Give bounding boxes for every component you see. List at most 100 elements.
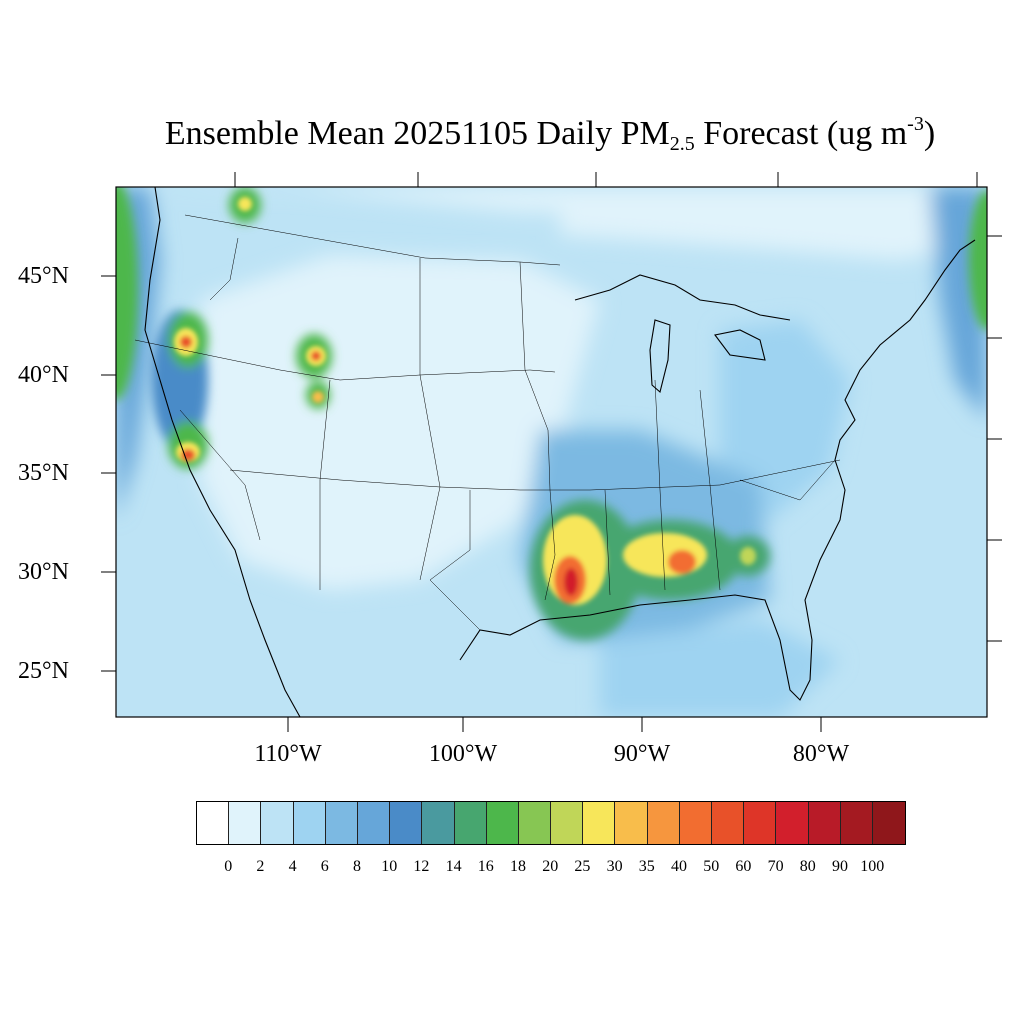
title-middle: Forecast (ug m [694, 115, 908, 152]
border-wa-id [209, 237, 239, 301]
colorbar-swatch [647, 802, 680, 844]
border-ms [604, 489, 611, 596]
lat-label-30n: 30°N [18, 559, 69, 585]
title-prefix: Ensemble Mean 20251105 Daily PM [164, 115, 670, 152]
zone-atlantic-ne [969, 190, 987, 330]
background-regions [116, 187, 987, 717]
border-az-nm [319, 379, 331, 590]
lake-michigan [649, 319, 671, 394]
pm25-field [116, 187, 987, 717]
colorbar-swatch [293, 802, 326, 844]
hotspot-alabama-orange [668, 550, 696, 574]
colorbar-swatch [261, 802, 294, 844]
colorbar-swatch [390, 802, 423, 844]
hotspot-utah-south [312, 391, 324, 403]
colorbar-tick-label: 18 [510, 858, 526, 875]
colorbar-tick-label: 14 [445, 858, 462, 875]
hotspot-sierra-red [181, 449, 195, 461]
region-plains-clean [200, 255, 600, 590]
colorbar-tick-label: 16 [477, 858, 494, 875]
border-texas [429, 490, 481, 631]
colorbar-swatch [229, 802, 262, 844]
tick-marks [101, 172, 1002, 732]
border-ga [699, 389, 721, 591]
colorbar-tick-label: 50 [703, 858, 720, 875]
colorbar-tick-label: 35 [638, 858, 655, 875]
lon-label-90w: 90°W [613, 741, 671, 767]
great-lakes-outline [574, 274, 791, 321]
colorbar-swatch [357, 802, 391, 844]
hotspot-oregon-red [180, 336, 192, 348]
title-superscript: -3 [907, 113, 924, 135]
colorbar-tick-label: 6 [320, 858, 329, 875]
lon-label-100w: 100°W [428, 741, 498, 767]
state-boundaries [134, 214, 841, 631]
lat-label-40n: 40°N [18, 362, 69, 388]
border-ca-nv [179, 409, 261, 541]
colorbar-swatch [197, 802, 230, 844]
hotspot-utah-red [311, 351, 321, 361]
region-gulf [600, 620, 840, 717]
colorbar-tick-label: 70 [767, 858, 784, 875]
lat-label-35n: 35°N [18, 460, 69, 486]
colorbar-tick-label: 20 [542, 858, 559, 875]
colorbar-swatch [615, 802, 648, 844]
lon-label-110w: 110°W [254, 741, 322, 767]
colorbar-swatch [454, 802, 487, 844]
colorbar-swatch [518, 802, 552, 844]
colorbar-tick-label: 100 [860, 858, 885, 875]
border-nc-sc [739, 459, 836, 501]
colorbar-swatch [325, 802, 358, 844]
hotspot-georgia [740, 547, 756, 565]
colorbar-tick-label: 90 [832, 858, 848, 875]
map-title: Ensemble Mean 20251105 Daily PM2.5 Forec… [0, 112, 1024, 156]
colorbar-swatch [872, 802, 906, 844]
lat-label-45n: 45°N [18, 263, 69, 289]
title-suffix: ) [923, 115, 936, 152]
border-canada [184, 214, 561, 266]
lon-label-80w: 80°W [792, 741, 850, 767]
lake-erie [714, 329, 766, 361]
border-mo-ar [519, 261, 556, 601]
region-lakes-clean [560, 190, 987, 260]
colorbar-tick-label: 60 [735, 858, 752, 875]
colorbar-tick-label: 40 [671, 858, 687, 875]
hotspot-mississippi-yellow [623, 533, 707, 577]
title-subscript: 2.5 [669, 133, 695, 155]
colorbar-tick-label: 8 [353, 858, 361, 875]
colorbar [196, 801, 907, 845]
map-frame [115, 186, 988, 718]
colorbar-swatch [422, 802, 455, 844]
colorbar-swatch [679, 802, 712, 844]
lat-label-25n: 25°N [18, 658, 69, 684]
coastline-gulf-atlantic [459, 239, 976, 701]
hotspots [174, 197, 756, 605]
region-east-moderate [720, 320, 850, 520]
colorbar-tick-label: 12 [413, 858, 430, 875]
colorbar-swatch [808, 802, 841, 844]
colorbar-tick-label: 30 [606, 858, 623, 875]
colorbar-swatch [744, 802, 777, 844]
zone-pacific-nw [116, 187, 138, 400]
colorbar-swatch [486, 802, 519, 844]
colorbar-swatch [583, 802, 616, 844]
border-co-ks [419, 258, 441, 581]
colorbar-tick-label: 10 [381, 858, 398, 875]
colorbar-tick-label: 80 [799, 858, 816, 875]
colorbar-tick-label: 0 [224, 858, 233, 875]
colorbar-tick-label: 25 [574, 858, 591, 875]
border-al [654, 379, 666, 591]
coastlines [144, 187, 976, 717]
border-36n [229, 459, 841, 491]
colorbar-swatch [776, 802, 809, 844]
colorbar-swatch [551, 802, 584, 844]
colorbar-swatch [712, 802, 745, 844]
hotspot-idaho [238, 197, 252, 211]
hotspot-louisiana-red [564, 568, 578, 596]
border-40n [134, 339, 556, 381]
coastline-pacific [144, 187, 301, 717]
colorbar-swatch [840, 802, 873, 844]
colorbar-tick-label: 4 [288, 858, 297, 875]
colorbar-tick-label: 2 [256, 858, 265, 875]
